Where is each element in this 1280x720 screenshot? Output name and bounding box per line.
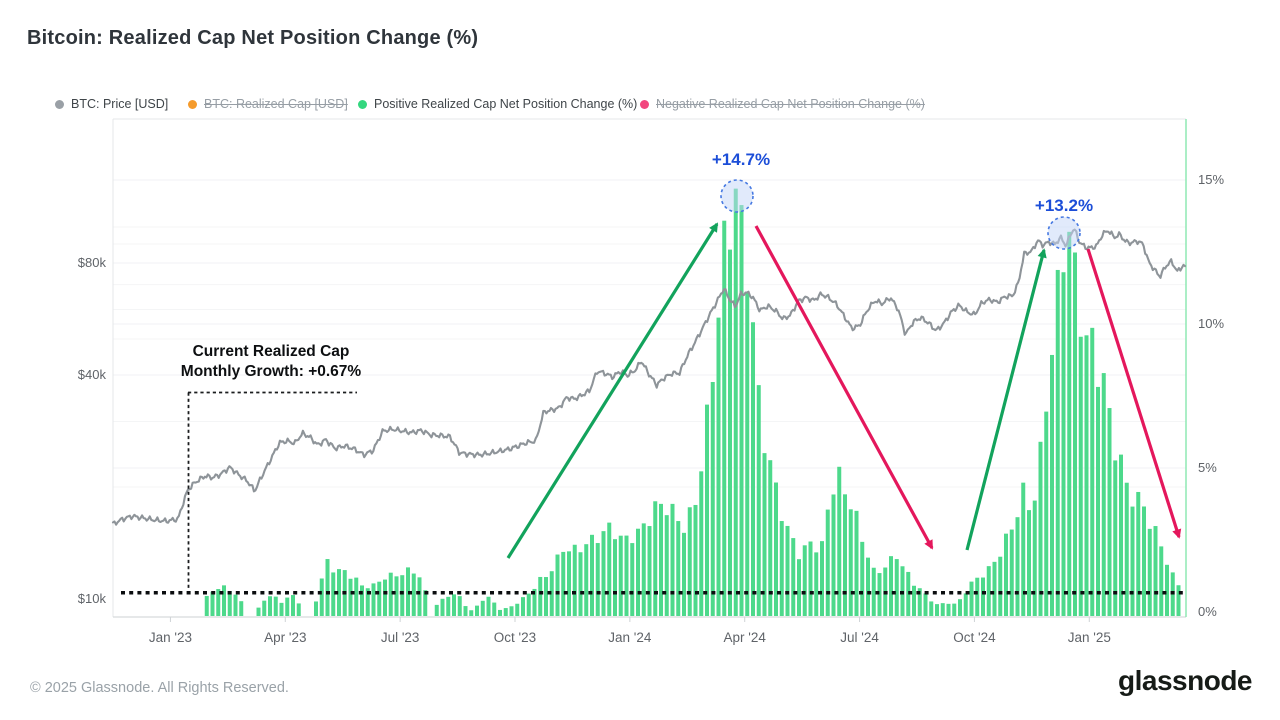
legend-item-btc-realized-cap[interactable]: BTC: Realized Cap [USD]	[188, 97, 348, 111]
peak1-annotation: +14.7%	[711, 150, 771, 169]
legend-item-label: BTC: Price [USD]	[71, 97, 169, 111]
legend-item-positive-net-change[interactable]: Positive Realized Cap Net Position Chang…	[358, 97, 637, 111]
legend-item-label: BTC: Realized Cap [USD]	[204, 97, 348, 111]
legend-item-btc-price[interactable]: BTC: Price [USD]	[55, 97, 168, 111]
x-axis-label: Jan '24	[608, 630, 652, 645]
positive-net-change-dot-icon	[358, 99, 367, 109]
trend-arrows	[506, 222, 1182, 559]
down-arrow-2	[1086, 248, 1182, 539]
glassnode-logo: glassnode	[1118, 665, 1252, 696]
peak2-circle	[1047, 216, 1081, 250]
up-arrow-1	[506, 222, 719, 559]
y-axis-label-right: 5%	[1198, 460, 1217, 475]
up-arrow-2	[965, 248, 1047, 551]
legend-item-label: Negative Realized Cap Net Position Chang…	[656, 97, 925, 111]
y-axis-label-right: 15%	[1198, 172, 1225, 187]
callout-connector-lines	[187, 391, 357, 589]
x-axis-label: Jan '23	[148, 630, 192, 645]
legend-item-label: Positive Realized Cap Net Position Chang…	[374, 97, 638, 111]
gridlines	[113, 179, 1186, 488]
callout-line1: Current Realized Cap	[192, 343, 350, 360]
peak2-annotation: +13.2%	[1034, 196, 1094, 215]
y-axis-label-left: $80k	[77, 255, 106, 270]
y-axis-label-left: $10k	[77, 591, 106, 606]
btc-price-line	[111, 228, 1187, 526]
negative-net-change-dot-icon	[640, 99, 649, 109]
realized-cap-growth-callout: Current Realized Cap Monthly Growth: +0.…	[181, 342, 361, 383]
btc-price-dot-icon	[55, 99, 64, 109]
x-axis-label: Jan '25	[1067, 630, 1111, 645]
y-axis-label-right: 10%	[1198, 316, 1225, 331]
copyright-text: © 2025 Glassnode. All Rights Reserved.	[30, 680, 289, 696]
x-axis-label: Jul '24	[840, 630, 879, 645]
callout-line2: Monthly Growth: +0.67%	[180, 363, 362, 381]
y-axis-label-right: 0%	[1198, 604, 1217, 619]
btc-realized-cap-dot-icon	[188, 99, 197, 109]
peak1-circle	[720, 179, 754, 213]
x-axis-label: Jul '23	[380, 630, 420, 645]
down-arrow-1	[754, 225, 934, 550]
x-axis-label: Apr '23	[264, 630, 307, 645]
legend: BTC: Price [USD] BTC: Realized Cap [USD]…	[0, 97, 1280, 115]
y-axis-label-left: $40k	[77, 367, 106, 382]
legend-item-negative-net-change[interactable]: Negative Realized Cap Net Position Chang…	[640, 97, 925, 111]
chart-canvas	[111, 118, 1187, 622]
plot-area[interactable]: +14.7% +13.2% Current Realized Cap Month…	[0, 0, 1280, 660]
page-title: Bitcoin: Realized Cap Net Position Chang…	[27, 27, 479, 49]
positive-bars	[204, 188, 1181, 616]
x-axis-label: Oct '24	[953, 630, 996, 645]
x-axis-label: Apr '24	[723, 630, 766, 645]
plot-borders	[112, 118, 1187, 622]
x-axis-label: Oct '23	[493, 630, 537, 645]
